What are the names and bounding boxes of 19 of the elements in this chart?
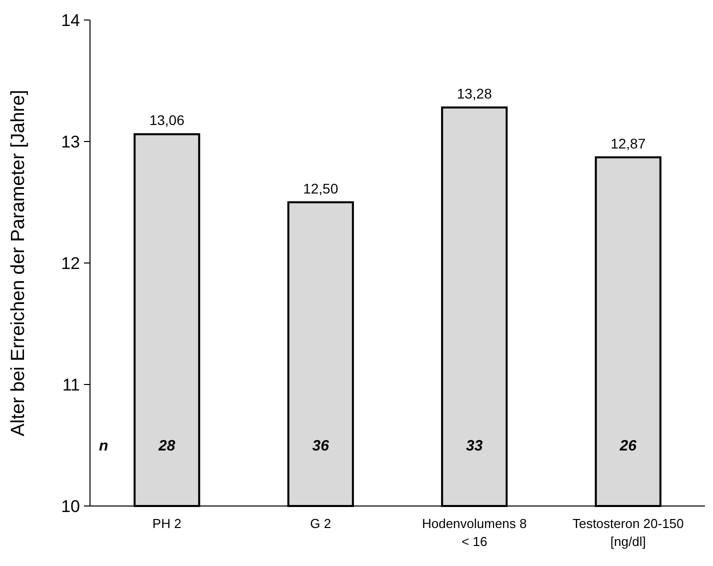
y-tick-label: 10 [61,496,80,516]
y-tick-label: 12 [61,254,80,273]
y-axis-title: Alter bei Erreichen der Parameter [Jahre] [8,90,29,436]
data-label: 12,87 [610,135,646,152]
annotation: 28 [158,438,176,454]
y-tick-label: 14 [61,10,80,30]
annotation: 36 [312,438,330,454]
y-tick-label: 13 [61,132,80,152]
annotation: 33 [466,438,484,454]
x-tick-label: Testosteron 20-150 [ng/dl] [572,516,684,549]
data-label: 13,06 [149,112,185,128]
data-label: 12,50 [303,180,338,196]
data-label: 13,28 [456,85,492,102]
x-tick-label: G 2 [310,516,332,531]
x-tick-label: Hodenvolumens 8 < 16 [422,516,527,549]
x-tick-label: PH 2 [152,516,182,531]
y-tick-label: 11 [62,375,80,394]
annotation: n [99,438,108,454]
annotation: 26 [618,438,638,454]
